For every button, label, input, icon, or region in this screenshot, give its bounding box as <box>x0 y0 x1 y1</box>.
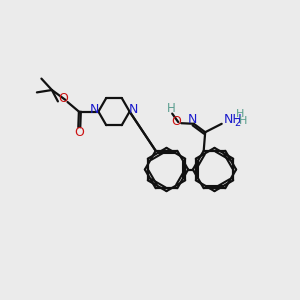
Text: N: N <box>90 103 100 116</box>
Text: H: H <box>236 109 244 119</box>
Text: O: O <box>171 115 181 128</box>
Text: O: O <box>75 126 84 139</box>
Text: NH: NH <box>224 113 243 126</box>
Text: 2: 2 <box>234 118 241 128</box>
Text: N: N <box>187 113 197 126</box>
Text: H: H <box>167 102 176 115</box>
Text: O: O <box>58 92 68 105</box>
Text: N: N <box>128 103 138 116</box>
Text: H: H <box>238 116 247 126</box>
